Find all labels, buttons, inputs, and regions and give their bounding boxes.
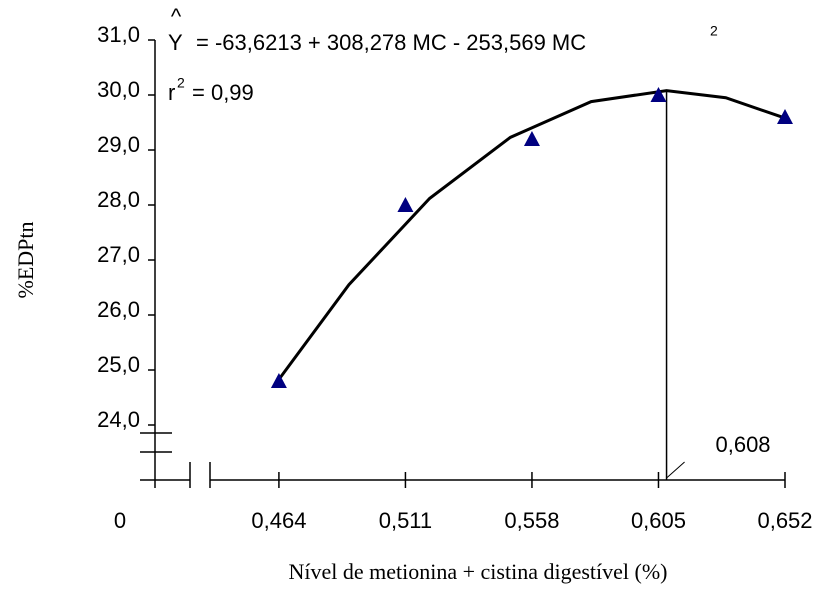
y-tick-label: 28,0 (97, 187, 140, 212)
y-tick-label: 31,0 (97, 22, 140, 47)
data-point (523, 131, 540, 146)
data-point (650, 87, 667, 102)
fit-curve (277, 89, 786, 381)
origin-label: 0 (114, 508, 126, 533)
y-tick-label: 27,0 (97, 242, 140, 267)
data-point (397, 197, 414, 212)
equation-sup: 2 (710, 23, 718, 39)
axes (140, 40, 785, 488)
x-tick-label: 0,511 (379, 508, 432, 533)
data-point (270, 373, 287, 388)
r-squared-r: r (168, 80, 175, 105)
x-tick-label: 0,605 (631, 508, 686, 533)
y-axis-label: %EDPtn (13, 222, 38, 299)
y-tick-label: 24,0 (97, 407, 140, 432)
y-tick-label: 29,0 (97, 132, 140, 157)
y-tick-label: 25,0 (97, 352, 140, 377)
equation-hat: ^ (171, 4, 182, 29)
equation-lhs: Y (168, 30, 183, 55)
x-tick-label: 0,558 (504, 508, 559, 533)
r-squared-sup: 2 (177, 75, 185, 91)
annotation-label: 0,608 (715, 432, 770, 457)
equation-rhs: = -63,6213 + 308,278 MC - 253,569 MC (196, 30, 586, 55)
x-tick-label: 0,464 (251, 508, 306, 533)
y-tick-label: 26,0 (97, 297, 140, 322)
data-point (777, 109, 793, 124)
x-tick-label: 0,652 (757, 508, 812, 533)
annotation-pointer (666, 461, 685, 479)
x-axis-label: Nível de metionina + cistina digestível … (289, 559, 668, 584)
r-squared-rhs: = 0,99 (192, 80, 254, 105)
y-tick-label: 30,0 (97, 77, 140, 102)
